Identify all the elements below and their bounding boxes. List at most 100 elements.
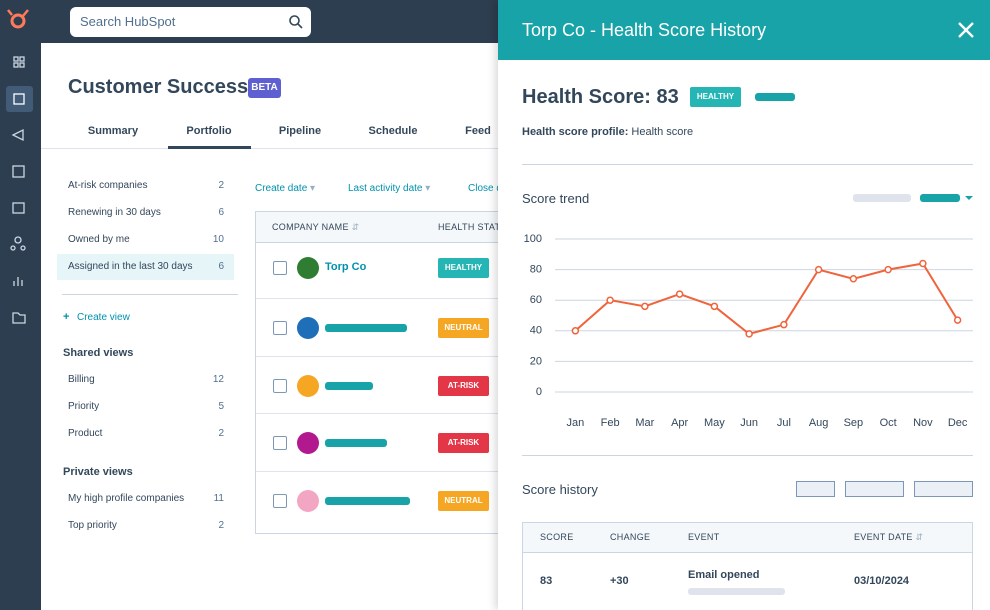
point xyxy=(849,275,858,283)
point xyxy=(571,327,580,335)
table-header xyxy=(256,212,514,243)
profile: Health score profile: Health score xyxy=(522,126,693,138)
tab[interactable]: Pipeline xyxy=(278,125,322,137)
view-count: 10 xyxy=(212,234,224,245)
placeholder-bar xyxy=(755,93,795,101)
point xyxy=(606,296,614,304)
view-label[interactable]: Assigned in the last 30 days xyxy=(68,261,193,272)
close-button[interactable] xyxy=(957,21,975,39)
view-count: 6 xyxy=(218,261,224,272)
row-divider xyxy=(256,413,514,414)
checkbox[interactable] xyxy=(273,494,287,508)
line-chart: 0 20 40 60 80 100 Jan Feb Mar Apr May Jun Jul Aug Sep O… xyxy=(524,233,973,429)
point xyxy=(745,330,753,338)
row-divider xyxy=(256,298,514,299)
company-name[interactable]: Torp Co xyxy=(325,261,367,273)
history-cell: Email opened xyxy=(688,569,760,581)
panel-title: Torp Co - Health Score History xyxy=(522,20,767,40)
checkbox[interactable] xyxy=(273,261,287,275)
y-tick-label: 0 xyxy=(536,386,542,398)
shared-title: Shared views xyxy=(63,347,134,359)
tab[interactable]: Schedule xyxy=(368,125,418,137)
column-header[interactable]: COMPANY NAME ⇵ xyxy=(272,222,360,232)
create-view[interactable]: Create view xyxy=(77,312,130,323)
checkbox[interactable] xyxy=(273,321,287,335)
tab[interactable]: Feed xyxy=(465,125,491,137)
point xyxy=(710,302,719,311)
tab[interactable]: Summary xyxy=(87,125,139,137)
placeholder-button[interactable] xyxy=(845,481,904,497)
status-badge: AT-RISK xyxy=(438,376,489,396)
placeholder-dropdown[interactable] xyxy=(920,194,960,202)
x-tick-label: Aug xyxy=(809,417,829,429)
y-tick-label: 20 xyxy=(530,355,542,367)
history-column[interactable]: CHANGE xyxy=(610,532,651,542)
filter[interactable]: Create date ▾ xyxy=(255,183,316,194)
divider xyxy=(522,455,973,456)
history-cell: 83 xyxy=(540,575,553,587)
selected-view-bg xyxy=(57,254,234,280)
checkbox[interactable] xyxy=(273,436,287,450)
point xyxy=(884,265,892,274)
private-title: Private views xyxy=(63,466,133,478)
view-count: 12 xyxy=(212,374,224,385)
row-divider xyxy=(256,356,514,357)
company-avatar xyxy=(297,257,319,279)
point xyxy=(814,265,823,274)
profile-label: Health score profile: xyxy=(522,126,629,138)
view-label[interactable]: Billing xyxy=(68,374,95,385)
history-column[interactable]: EVENT xyxy=(688,532,720,542)
y-tick-label: 100 xyxy=(524,233,542,245)
x-tick-label: Feb xyxy=(601,417,620,429)
view-label[interactable]: Owned by me xyxy=(68,234,130,245)
view-count: 2 xyxy=(218,520,224,531)
checkbox[interactable] xyxy=(273,379,287,393)
company-avatar xyxy=(297,432,319,454)
x-tick-label: Nov xyxy=(913,417,933,429)
y-tick-label: 60 xyxy=(530,294,542,306)
view-count: 2 xyxy=(218,428,224,439)
filter[interactable]: Last activity date ▾ xyxy=(348,183,431,194)
company-avatar xyxy=(297,317,319,339)
view-label[interactable]: My high profile companies xyxy=(68,493,185,504)
x-tick-label: Mar xyxy=(635,417,654,429)
history-column[interactable]: EVENT DATE ⇵ xyxy=(854,532,924,542)
history-column[interactable]: SCORE xyxy=(540,532,574,542)
view-label[interactable]: Top priority xyxy=(68,520,117,531)
placeholder-bar xyxy=(325,439,387,447)
view-label[interactable]: At-risk companies xyxy=(68,180,148,191)
status-badge: AT-RISK xyxy=(438,433,489,453)
health-score: Health Score: 83 xyxy=(522,86,679,108)
line xyxy=(574,262,959,335)
view-label[interactable]: Priority xyxy=(68,401,100,412)
history-title: Score history xyxy=(522,482,598,497)
placeholder-button[interactable] xyxy=(914,481,973,497)
placeholder-button[interactable] xyxy=(796,481,835,497)
side-panel xyxy=(498,0,990,610)
tab[interactable]: Portfolio xyxy=(186,125,232,137)
create-view-plus[interactable]: + xyxy=(63,311,70,323)
x-tick-label: Jan xyxy=(567,417,585,429)
search-icon[interactable] xyxy=(288,14,304,30)
x-tick-label: Apr xyxy=(671,417,688,429)
view-label[interactable]: Renewing in 30 days xyxy=(68,207,161,218)
view-count: 6 xyxy=(218,207,224,218)
history-cell: 03/10/2024 xyxy=(854,575,910,587)
dropdown-caret[interactable] xyxy=(964,194,974,202)
history-header xyxy=(523,523,972,553)
view-label[interactable]: Product xyxy=(68,428,103,439)
status-badge: NEUTRAL xyxy=(438,318,489,338)
column-header[interactable]: HEALTH STATUS xyxy=(438,222,514,232)
x-tick-label: Dec xyxy=(948,417,968,429)
status-badge: NEUTRAL xyxy=(438,491,489,511)
search-box[interactable]: Search HubSpot xyxy=(70,7,311,37)
history-table xyxy=(522,522,973,610)
beta-badge: BETA xyxy=(248,78,281,98)
x-tick-label: Sep xyxy=(844,417,864,429)
history-cell: +30 xyxy=(610,575,629,587)
nav-icons xyxy=(6,9,33,324)
views-divider xyxy=(62,294,238,295)
point xyxy=(675,290,684,298)
view-count: 5 xyxy=(218,401,224,412)
